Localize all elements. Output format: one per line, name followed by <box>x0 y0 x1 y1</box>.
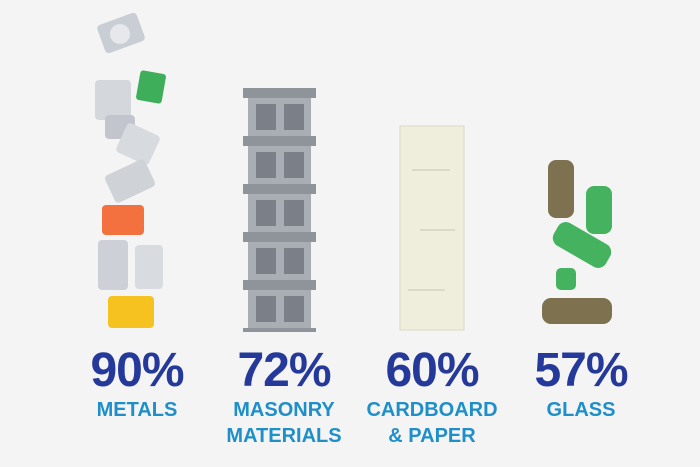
glass-percent: 57% <box>534 344 628 397</box>
glass-label: GLASS <box>546 399 616 421</box>
paper-percent: 60% <box>385 344 479 397</box>
masonry-label: MASONRY MATERIALS <box>226 399 342 447</box>
glass-stat: 57% GLASS <box>501 345 661 423</box>
metals-label: METALS <box>96 399 178 421</box>
masonry-percent: 72% <box>237 344 331 397</box>
paper-stack-icon <box>399 125 465 331</box>
metals-stat: 90% METALS <box>57 345 217 423</box>
masonry-stat: 72% MASONRY MATERIALS <box>204 345 364 449</box>
paper-label: CARDBOARD & PAPER <box>366 399 498 447</box>
cinder-blocks-icon <box>243 88 316 332</box>
paper-stat: 60% CARDBOARD & PAPER <box>352 345 512 449</box>
metal-cans-icon <box>95 12 166 328</box>
metals-percent: 90% <box>90 344 184 397</box>
glass-bottles-icon <box>542 160 612 324</box>
